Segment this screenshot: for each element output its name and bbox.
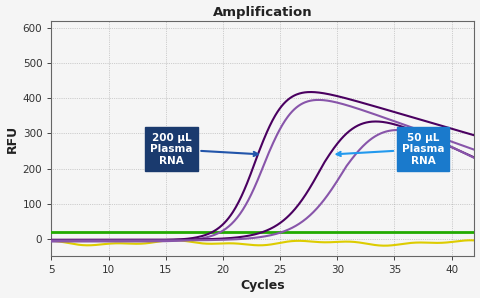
Title: Amplification: Amplification [213, 6, 313, 18]
X-axis label: Cycles: Cycles [240, 280, 285, 292]
Text: 50 μL
Plasma
RNA: 50 μL Plasma RNA [336, 133, 444, 166]
Y-axis label: RFU: RFU [6, 125, 19, 153]
Text: 200 μL
Plasma
RNA: 200 μL Plasma RNA [150, 133, 258, 166]
